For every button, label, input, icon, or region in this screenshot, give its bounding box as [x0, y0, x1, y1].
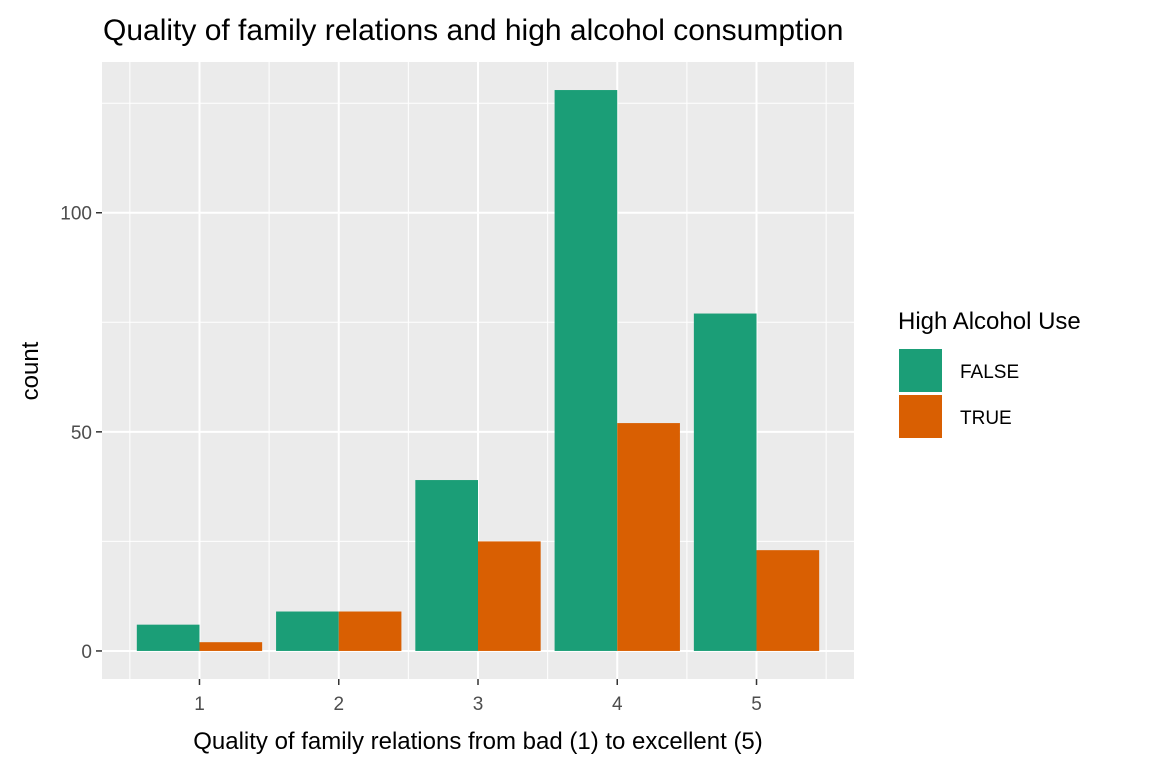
legend-key-true: [899, 395, 942, 438]
x-tick-label: 5: [751, 694, 762, 715]
bar-false-5: [693, 313, 757, 651]
legend-title: High Alcohol Use: [898, 308, 1081, 335]
x-tick-label: 2: [333, 694, 344, 715]
bar-false-3: [415, 480, 478, 651]
bars: [136, 90, 820, 651]
x-tick-label: 1: [194, 694, 205, 715]
y-tick-label: 100: [60, 204, 92, 225]
bar-true-3: [478, 541, 541, 651]
bar-false-4: [554, 90, 618, 651]
x-axis: 1 2 3 4 5: [194, 679, 762, 715]
y-axis-title: count: [17, 341, 44, 400]
bar-false-2: [276, 611, 339, 651]
y-tick-label: 0: [81, 642, 92, 663]
legend-label-false: FALSE: [960, 362, 1019, 383]
y-axis: 0 50 100: [60, 204, 102, 663]
legend: High Alcohol Use FALSE TRUE: [898, 308, 1081, 438]
legend-label-true: TRUE: [960, 408, 1012, 429]
bar-false-1: [136, 624, 200, 651]
bar-true-2: [338, 611, 402, 651]
x-tick-label: 3: [473, 694, 484, 715]
bar-true-5: [756, 550, 820, 651]
legend-key-false: [899, 349, 942, 392]
y-tick-label: 50: [71, 423, 92, 444]
bar-true-1: [199, 642, 263, 651]
x-tick-label: 4: [612, 694, 623, 715]
x-axis-title: Quality of family relations from bad (1)…: [193, 728, 763, 755]
chart-title: Quality of family relations and high alc…: [103, 14, 843, 47]
bar-true-4: [617, 423, 680, 651]
